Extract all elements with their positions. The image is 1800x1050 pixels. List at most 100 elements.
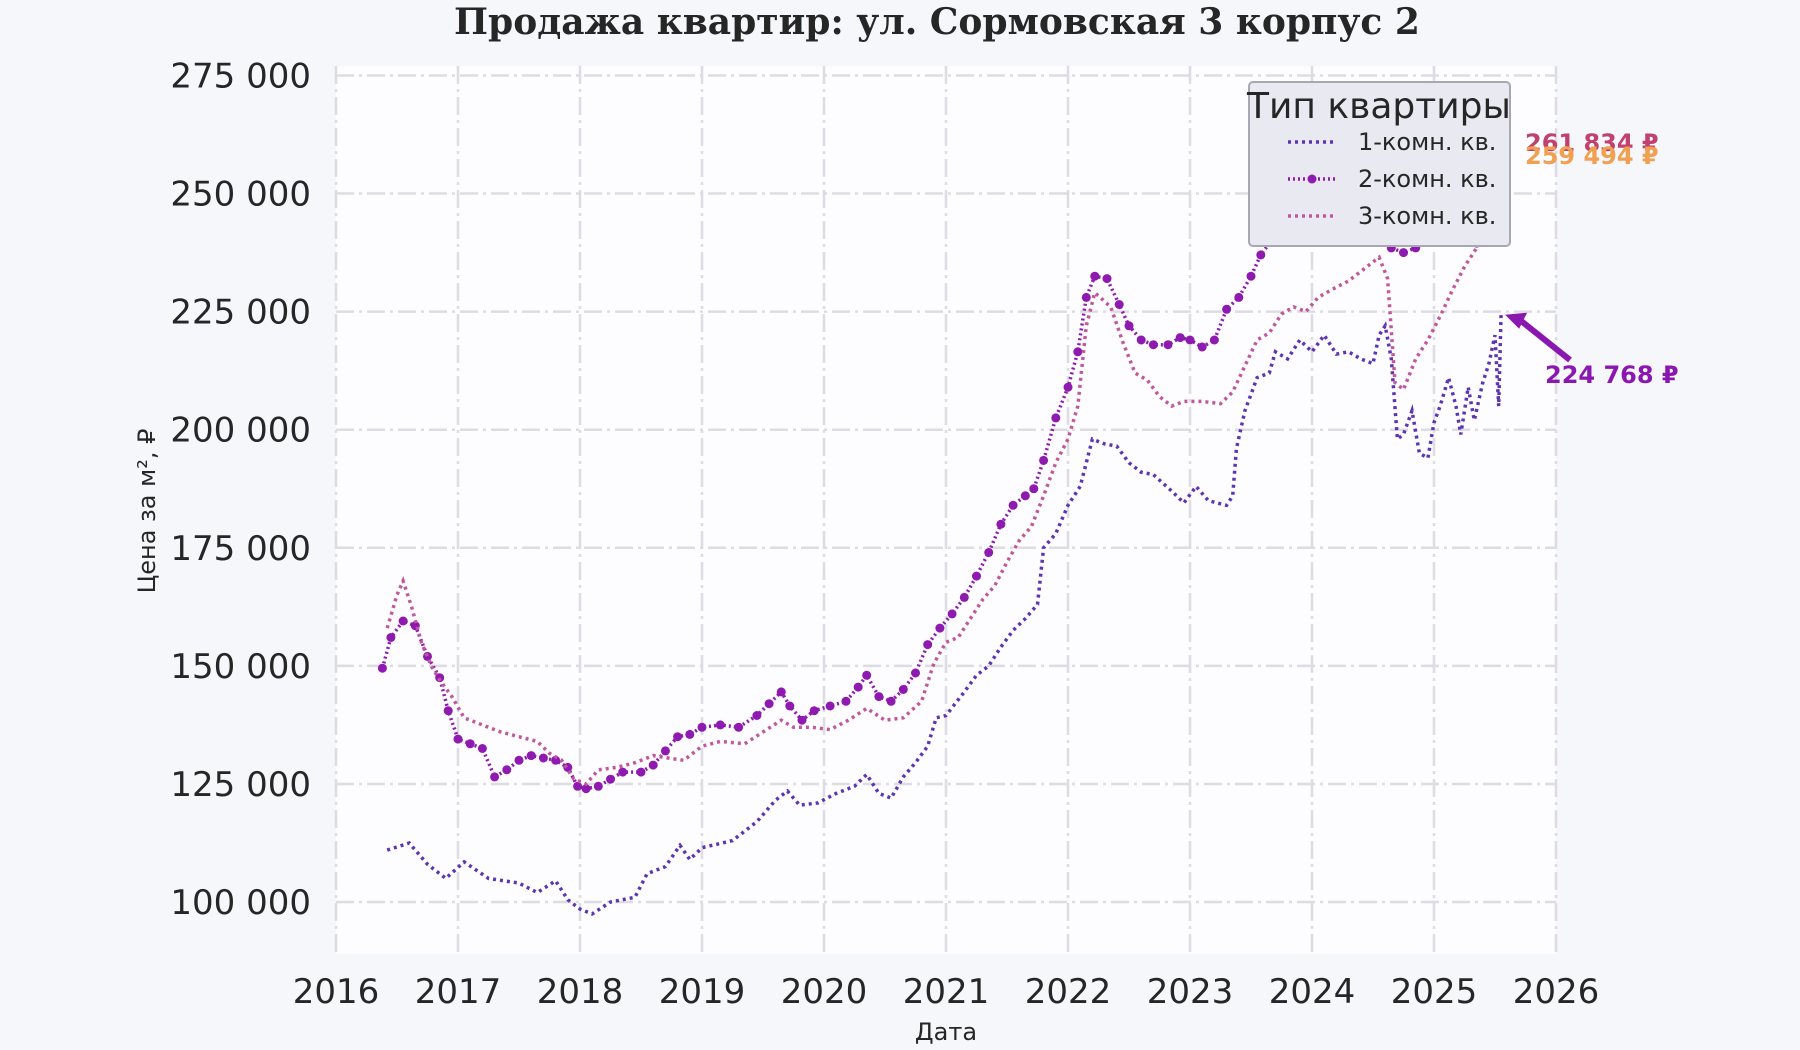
data-point [490,772,500,782]
data-point [1008,500,1018,510]
data-point [443,706,453,716]
data-point [1234,292,1244,302]
data-point [874,692,884,702]
data-point [923,640,933,650]
data-point [1256,250,1266,260]
x-tick-label: 2019 [659,972,746,1012]
data-point [911,668,920,678]
x-tick-label: 2024 [1269,972,1356,1012]
data-point [386,633,396,642]
data-point [636,767,646,777]
data-point [685,729,695,739]
legend-label: 1-комн. кв. [1358,128,1496,156]
data-point [809,706,819,716]
grid [334,66,1558,954]
data-point [1222,304,1232,314]
data-point [1029,484,1039,494]
data-point [1039,455,1049,465]
legend-label: 2-комн. кв. [1358,165,1496,193]
legend-item-2-комн-кв: 2-комн. кв. [1288,165,1496,193]
x-tick-label: 2023 [1147,972,1234,1012]
data-point [996,519,1006,529]
y-axis-ticks: 100 000 125 000 150 000 175 000 200 000 225 0… [170,56,311,923]
data-point [593,781,603,791]
y-tick-label: 175 000 [170,529,311,569]
data-point [841,696,851,706]
series-line [386,312,1503,916]
annotation-arrowhead [1505,312,1528,329]
series-1-комн-кв [386,312,1503,916]
data-point [734,722,744,732]
y-tick-label: 125 000 [170,765,311,805]
data-point [618,767,628,777]
legend: Тип квартиры 1-комн. кв. 2-комн. кв. 3-ком… [1246,81,1511,247]
data-point [862,670,872,680]
data-point [1209,335,1219,345]
y-tick-label: 150 000 [170,647,311,687]
data-point [477,744,487,753]
x-tick-label: 2017 [415,972,502,1012]
data-point [853,682,863,692]
data-point [660,746,670,756]
y-tick-label: 225 000 [170,293,311,333]
x-axis-label: Дата [915,1018,977,1046]
data-point [1124,321,1134,331]
annotation-arrow [1515,315,1572,363]
data-point [935,623,945,633]
data-point [526,751,536,761]
data-point [606,774,615,784]
data-point [673,732,683,742]
data-point [1063,382,1073,392]
data-point [1136,335,1146,345]
data-point [984,548,994,557]
data-point [551,755,561,765]
y-axis-label: Цена за м², ₽ [133,429,161,594]
data-point [538,753,548,763]
data-point [465,739,475,749]
data-point [648,760,658,770]
x-tick-label: 2018 [537,972,624,1012]
data-point [1114,300,1124,309]
data-point [377,663,387,673]
data-point [1163,340,1173,350]
data-point [1197,342,1207,352]
data-point [959,592,969,602]
data-point [886,696,896,706]
annotations: 261 834 ₽259 494 ₽ 224 768 ₽ [1505,129,1679,389]
y-tick-label: 275 000 [170,56,311,96]
data-point [1090,271,1100,281]
price-annotation: 259 494 ₽ [1525,142,1659,170]
data-point [1399,248,1408,258]
price-annotation: 224 768 ₽ [1545,361,1679,389]
y-tick-label: 200 000 [170,411,311,451]
data-point [1073,347,1083,357]
data-point [797,715,807,725]
y-tick-label: 250 000 [170,175,311,215]
data-point [715,720,725,730]
data-point [1185,335,1195,345]
data-point [581,784,591,794]
x-axis-ticks: 2016 2017 2018 2019 2020 2021 2022 2023 2024 2025… [293,972,1600,1012]
x-tick-label: 2022 [1025,972,1112,1012]
data-point [1051,413,1061,423]
x-tick-label: 2026 [1513,972,1600,1012]
data-point [1148,340,1158,350]
price-annotation: 261 834 ₽ [1525,129,1659,157]
data-point [825,701,835,711]
data-point [898,685,908,694]
data-point [1102,274,1112,284]
data-point [1246,271,1256,281]
legend-title: Тип квартиры [1246,86,1511,127]
legend-item-1-комн-кв: 1-комн. кв. [1288,128,1496,156]
data-point [1175,333,1185,343]
legend-box [1248,81,1511,247]
chart-title: Продажа квартир: ул. Сормовская 3 корпус… [454,1,1420,43]
data-point [398,616,408,626]
legend-items: 1-комн. кв. 2-комн. кв. 3-комн. кв. [1288,128,1496,230]
data-point [573,781,583,791]
series-line [385,148,1503,787]
data-point [697,722,707,732]
legend-label: 3-комн. кв. [1358,202,1496,230]
